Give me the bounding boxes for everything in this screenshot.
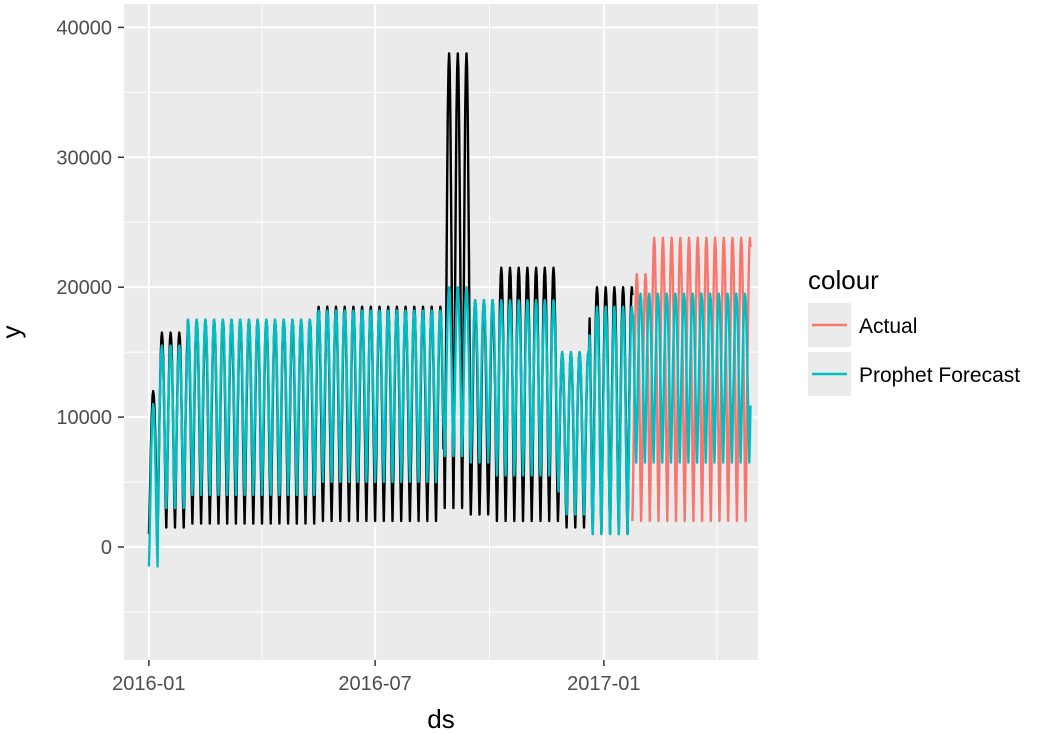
x-tick-label: 2016-07 xyxy=(338,673,411,695)
legend-label-actual: Actual xyxy=(859,315,917,338)
y-axis-title: y xyxy=(0,326,26,339)
y-tick-label: 30000 xyxy=(56,147,112,169)
x-axis-title: ds xyxy=(427,704,454,734)
legend-title: colour xyxy=(808,265,879,295)
y-tick-label: 0 xyxy=(101,537,112,559)
x-tick-label: 2017-01 xyxy=(567,673,640,695)
y-tick-label: 20000 xyxy=(56,277,112,299)
y-tick-label: 40000 xyxy=(56,17,112,39)
legend: colour Actual Prophet Forecast xyxy=(808,265,1020,396)
x-tick-label: 2016-01 xyxy=(112,673,185,695)
y-axis-ticks: 0 10000 20000 30000 40000 xyxy=(56,17,124,559)
x-axis-ticks: 2016-01 2016-07 2017-01 xyxy=(112,660,641,695)
legend-label-prophet-forecast: Prophet Forecast xyxy=(859,364,1020,387)
y-tick-label: 10000 xyxy=(56,407,112,429)
series-layer xyxy=(147,52,752,568)
series-line-prophet-forecast xyxy=(147,286,752,568)
